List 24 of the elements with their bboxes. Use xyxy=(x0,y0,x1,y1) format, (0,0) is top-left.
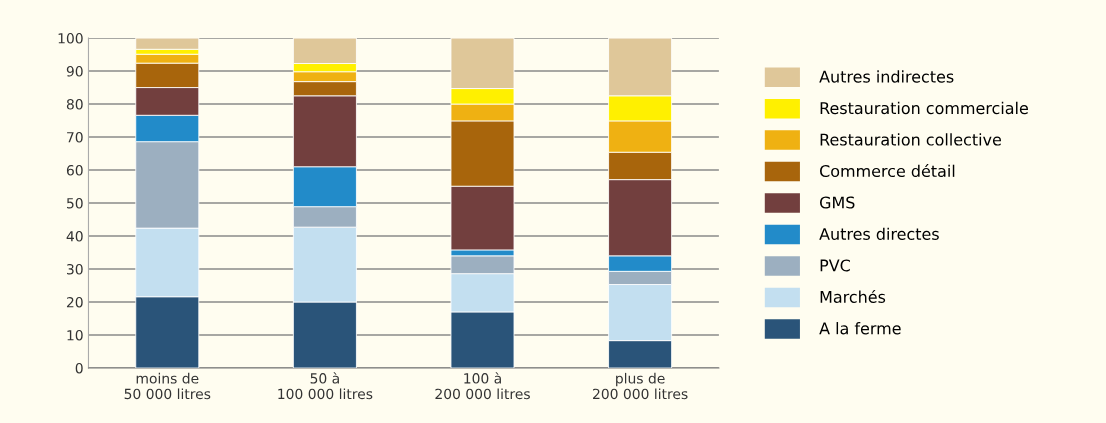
legend-label: Autres directes xyxy=(819,227,939,240)
legend-label: GMS xyxy=(820,196,855,209)
y-tick-label: 80 xyxy=(66,99,83,110)
y-tick-label: 70 xyxy=(67,132,83,143)
legend-label: PVC xyxy=(820,259,850,272)
x-tick-label: 50 à 100 000 litres xyxy=(278,372,373,400)
y-tick-label: 20 xyxy=(66,296,83,308)
y-tick-label: 90 xyxy=(66,66,83,77)
legend-label: Marchés xyxy=(820,289,886,303)
legend-label: Restauration commerciale xyxy=(820,101,1028,115)
legend-label: Autres indirectes xyxy=(819,70,954,83)
y-tick-label: 10 xyxy=(67,329,83,341)
y-tick-label: 30 xyxy=(67,264,83,275)
x-tick-label: plus de 200 000 litres xyxy=(593,372,688,400)
x-tick-label: 100 à 200 000 litres xyxy=(435,372,530,400)
y-tick-label: 100 xyxy=(58,33,83,44)
y-tick-label: 40 xyxy=(66,231,83,242)
legend-label: Commerce détail xyxy=(820,164,955,178)
y-tick-label: 50 xyxy=(67,198,83,209)
x-tick-label: moins de 50 000 litres xyxy=(124,372,211,400)
y-tick-label: 0 xyxy=(75,362,83,374)
y-tick-label: 60 xyxy=(66,165,83,176)
legend-label: Restauration collective xyxy=(820,133,1001,146)
legend-label: A la ferme xyxy=(819,322,901,335)
